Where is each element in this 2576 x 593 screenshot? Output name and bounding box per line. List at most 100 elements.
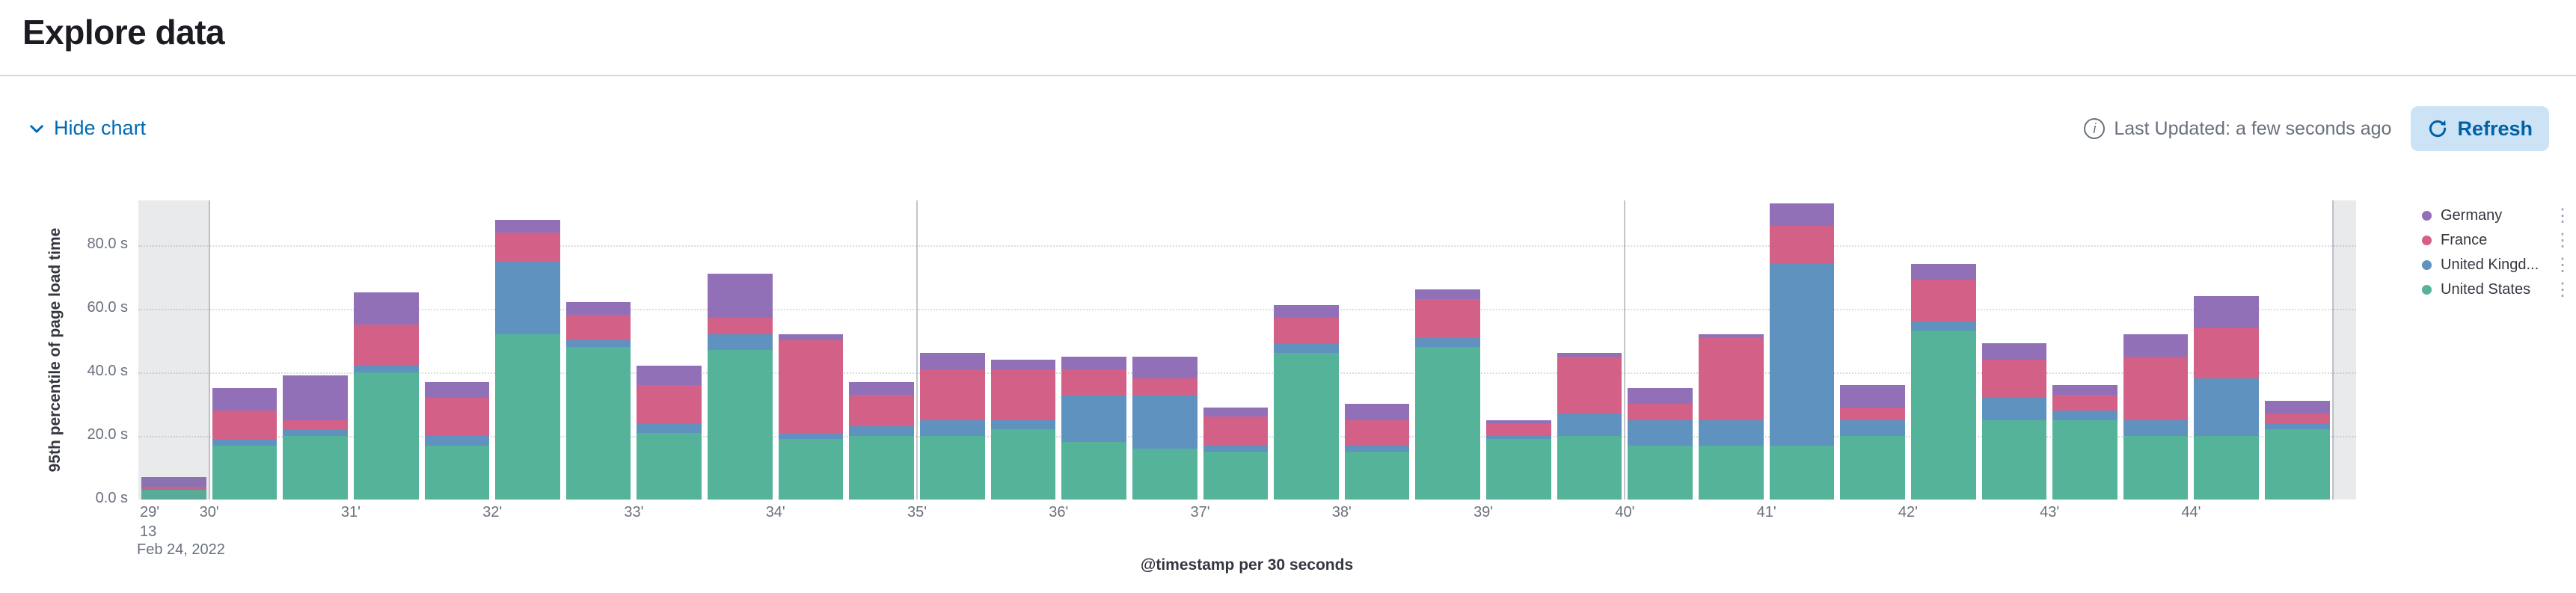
hide-chart-toggle[interactable]: Hide chart <box>27 117 146 140</box>
bar-segment-united-states[interactable] <box>920 435 985 500</box>
bar-segment-france[interactable] <box>2265 414 2330 423</box>
bar-segment-united-states[interactable] <box>1415 346 1481 500</box>
bar-segment-germany[interactable] <box>708 273 773 319</box>
bar-segment-france[interactable] <box>1981 359 2047 398</box>
bar-segment-united-states[interactable] <box>141 490 206 500</box>
bar-segment-united-states[interactable] <box>2123 435 2189 500</box>
bar-segment-united-kingdom[interactable] <box>283 429 348 436</box>
bar-segment-france[interactable] <box>283 420 348 430</box>
bar-segment-france[interactable] <box>1840 407 1905 420</box>
bar-segment-germany[interactable] <box>212 388 277 411</box>
bar-segment-germany[interactable] <box>920 353 985 369</box>
bar-segment-united-states[interactable] <box>1274 353 1339 500</box>
legend-item-france[interactable]: France ⋮ <box>2422 228 2572 253</box>
bar-segment-united-kingdom[interactable] <box>990 420 1056 430</box>
bar-segment-france[interactable] <box>1203 417 1269 446</box>
bar-segment-germany[interactable] <box>2194 295 2260 328</box>
bar-segment-united-states[interactable] <box>637 432 702 500</box>
bar-segment-united-kingdom[interactable] <box>849 426 914 436</box>
bar-segment-france[interactable] <box>2052 394 2117 411</box>
bar-segment-united-kingdom[interactable] <box>565 340 631 347</box>
bar-segment-united-kingdom[interactable] <box>353 366 419 372</box>
bar-segment-united-states[interactable] <box>1203 452 1269 500</box>
bar-segment-germany[interactable] <box>565 302 631 316</box>
bar-segment-france[interactable] <box>2194 328 2260 379</box>
bar-segment-united-states[interactable] <box>990 429 1056 500</box>
legend-actions-icon[interactable]: ⋮ <box>2554 279 2572 300</box>
bar-segment-united-kingdom[interactable] <box>1699 420 1764 446</box>
bar-segment-france[interactable] <box>1699 337 1764 420</box>
bar-segment-france[interactable] <box>565 315 631 341</box>
bar-segment-united-states[interactable] <box>1910 331 1976 500</box>
bar-segment-united-kingdom[interactable] <box>1628 420 1693 446</box>
bar-segment-united-kingdom[interactable] <box>1557 414 1622 436</box>
bar-segment-united-states[interactable] <box>1840 435 1905 500</box>
bar-segment-united-states[interactable] <box>849 435 914 500</box>
bar-segment-united-states[interactable] <box>565 346 631 500</box>
bar-segment-germany[interactable] <box>1557 353 1622 357</box>
bar-segment-germany[interactable] <box>1981 343 2047 360</box>
bar-segment-france[interactable] <box>1769 226 1835 265</box>
bar-segment-france[interactable] <box>495 232 560 261</box>
bar-segment-united-kingdom[interactable] <box>424 435 490 446</box>
bar-segment-united-kingdom[interactable] <box>1061 394 1126 443</box>
bar-segment-france[interactable] <box>1486 423 1551 436</box>
bar-segment-united-states[interactable] <box>1981 420 2047 500</box>
bar-segment-united-states[interactable] <box>1699 445 1764 500</box>
bar-segment-germany[interactable] <box>2265 401 2330 414</box>
bar-segment-united-kingdom[interactable] <box>212 439 277 446</box>
bar-segment-germany[interactable] <box>1840 384 1905 408</box>
bar-segment-france[interactable] <box>1557 356 1622 414</box>
bar-segment-united-states[interactable] <box>1344 452 1410 500</box>
bar-segment-france[interactable] <box>141 486 206 491</box>
bar-segment-united-states[interactable] <box>353 372 419 500</box>
bar-segment-united-kingdom[interactable] <box>2052 410 2117 420</box>
bar-segment-germany[interactable] <box>2052 384 2117 395</box>
bar-segment-united-kingdom[interactable] <box>1132 394 1197 449</box>
bar-segment-germany[interactable] <box>637 366 702 385</box>
bar-segment-united-kingdom[interactable] <box>1274 343 1339 354</box>
bar-segment-united-states[interactable] <box>495 334 560 500</box>
bar-segment-united-states[interactable] <box>1557 435 1622 500</box>
bar-segment-united-kingdom[interactable] <box>1769 264 1835 446</box>
bar-segment-united-states[interactable] <box>424 445 490 500</box>
bar-segment-united-kingdom[interactable] <box>2194 378 2260 436</box>
bar-segment-france[interactable] <box>1061 369 1126 395</box>
bar-segment-united-states[interactable] <box>2052 420 2117 500</box>
bar-segment-france[interactable] <box>990 369 1056 420</box>
bar-segment-germany[interactable] <box>990 359 1056 369</box>
bar-segment-germany[interactable] <box>495 219 560 233</box>
bar-segment-united-kingdom[interactable] <box>2123 420 2189 436</box>
bar-segment-germany[interactable] <box>353 292 419 325</box>
bar-segment-germany[interactable] <box>1132 356 1197 379</box>
legend-item-united-states[interactable]: United States ⋮ <box>2422 277 2572 302</box>
bar-segment-united-kingdom[interactable] <box>708 334 773 350</box>
bar-segment-united-states[interactable] <box>1628 445 1693 500</box>
bar-segment-france[interactable] <box>1344 420 1410 446</box>
bar-segment-germany[interactable] <box>283 375 348 420</box>
refresh-button[interactable]: Refresh <box>2411 106 2549 151</box>
bar-segment-france[interactable] <box>1628 404 1693 420</box>
bar-segment-united-states[interactable] <box>708 350 773 500</box>
bar-segment-united-kingdom[interactable] <box>495 260 560 334</box>
bar-segment-germany[interactable] <box>1699 334 1764 337</box>
bar-segment-france[interactable] <box>1415 298 1481 337</box>
bar-segment-germany[interactable] <box>424 381 490 398</box>
legend-actions-icon[interactable]: ⋮ <box>2554 254 2572 275</box>
bar-segment-united-states[interactable] <box>1769 445 1835 500</box>
bar-segment-united-kingdom[interactable] <box>1344 445 1410 452</box>
bar-segment-france[interactable] <box>1132 378 1197 395</box>
bar-segment-united-kingdom[interactable] <box>1486 435 1551 440</box>
bar-segment-france[interactable] <box>1274 318 1339 344</box>
legend-actions-icon[interactable]: ⋮ <box>2554 230 2572 251</box>
bar-segment-united-kingdom[interactable] <box>637 423 702 433</box>
bar-segment-france[interactable] <box>920 369 985 420</box>
legend-item-germany[interactable]: Germany ⋮ <box>2422 203 2572 228</box>
bar-segment-united-states[interactable] <box>283 435 348 500</box>
bar-segment-france[interactable] <box>424 397 490 436</box>
bar-segment-united-states[interactable] <box>212 445 277 500</box>
bar-segment-germany[interactable] <box>1203 407 1269 417</box>
bar-segment-united-states[interactable] <box>1061 442 1126 500</box>
bar-segment-germany[interactable] <box>1274 305 1339 319</box>
bar-segment-france[interactable] <box>2123 356 2189 420</box>
